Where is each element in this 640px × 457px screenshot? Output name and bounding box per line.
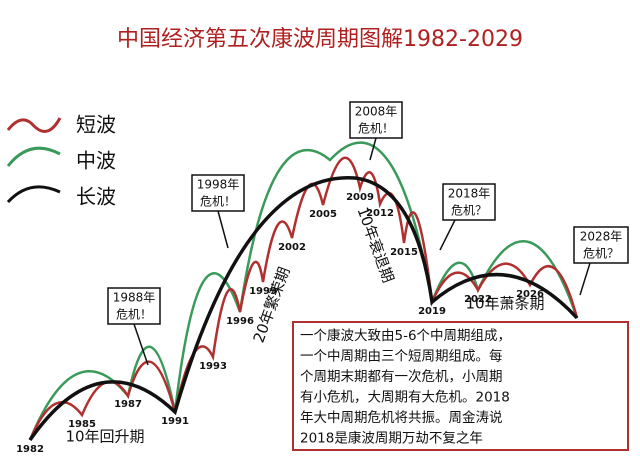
year-label: 2019 (418, 306, 446, 317)
legend-label: 长波 (76, 185, 116, 209)
note-line: 一个中周期由三个短周期组成。每 (300, 349, 503, 365)
year-label: 1991 (161, 416, 189, 427)
note-line: 2018是康波周期万劫不复之年 (300, 430, 483, 447)
year-label: 2012 (366, 208, 394, 219)
year-label: 2002 (278, 242, 306, 253)
year-label: 1996 (226, 316, 254, 327)
note-line: 个周期末期都有一次危机，小周期 (300, 369, 503, 385)
note-line: 一个康波大致由5-6个中周期组成， (300, 327, 511, 344)
long-wave (28, 176, 579, 442)
callout-arrow (217, 210, 229, 249)
callout-box (349, 101, 403, 139)
legend-swatch (6, 117, 62, 133)
legend-label: 中波 (76, 149, 116, 173)
year-label: 2005 (309, 209, 337, 220)
callout-year: 2018年 (448, 187, 491, 201)
callout-box (107, 287, 161, 325)
year-label: 1985 (68, 419, 96, 430)
callout-year: 1998年 (197, 178, 240, 192)
legend-label: 短波 (76, 113, 116, 137)
year-label: 1999 (249, 286, 277, 297)
callout-arrow (369, 137, 377, 161)
callout-box (442, 183, 496, 221)
year-label: 2015 (390, 247, 418, 258)
year-label: 1987 (114, 399, 142, 410)
phase-label: 10年回升期 (65, 428, 144, 446)
callout-year: 2008年 (355, 105, 398, 119)
note-box (292, 321, 629, 451)
year-label: 2009 (346, 192, 374, 203)
callout-arrow (439, 219, 456, 251)
callout-text: 危机！ (358, 122, 394, 136)
year-label: 2026 (516, 289, 544, 300)
medium-wave (28, 141, 579, 441)
callout-text: 危机？ (451, 204, 487, 218)
note-line: 年大中周期危机将共振。周金涛说 (300, 410, 503, 426)
year-label: 1993 (199, 361, 227, 372)
short-wave (28, 156, 579, 441)
legend-swatch (6, 185, 61, 204)
phase-label: 20年繁荣期 (250, 265, 294, 345)
note-line: 有小危机，大周期有大危机。2018 (300, 390, 510, 406)
callout-box (573, 226, 629, 264)
callout-text: 危机！ (116, 308, 152, 322)
phase-label: 10年萧条期 (465, 295, 544, 313)
callout-arrow (579, 262, 591, 296)
callout-arrow (133, 323, 149, 366)
callout-year: 2028年 (580, 230, 623, 244)
year-label: 2022 (464, 294, 492, 305)
title: 中国经济第五次康波周期图解1982-2029 (117, 27, 523, 52)
year-label: 1982 (16, 444, 44, 455)
callout-text: 危机？ (583, 247, 619, 261)
callout-year: 1988年 (113, 291, 156, 305)
legend-swatch (6, 146, 61, 167)
callout-text: 危机！ (200, 195, 236, 209)
